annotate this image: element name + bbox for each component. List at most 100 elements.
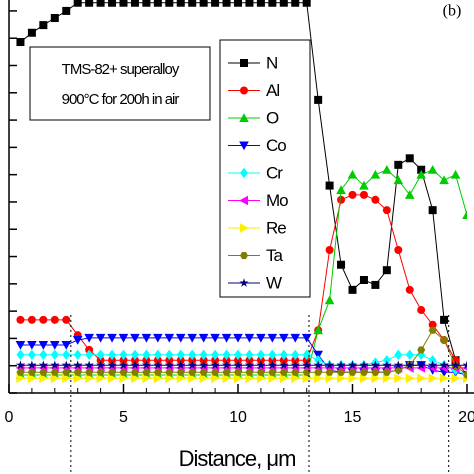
- marker: [324, 295, 335, 305]
- marker: [96, 356, 105, 365]
- marker: [279, 373, 289, 384]
- marker: [416, 360, 426, 370]
- marker: [96, 349, 105, 360]
- marker: [176, 349, 185, 360]
- marker: [359, 368, 368, 376]
- marker: [302, 356, 311, 365]
- marker: [347, 169, 358, 179]
- marker: [108, 373, 117, 384]
- marker: [72, 336, 83, 345]
- marker: [27, 373, 37, 384]
- marker: [38, 360, 48, 370]
- marker: [16, 349, 25, 360]
- marker: [130, 373, 140, 384]
- marker: [371, 368, 380, 376]
- marker: [463, 371, 467, 379]
- marker: [165, 368, 174, 376]
- marker: [130, 0, 139, 7]
- marker: [61, 360, 71, 370]
- marker: [15, 360, 26, 370]
- marker: [119, 373, 129, 384]
- marker: [359, 180, 369, 190]
- marker: [417, 346, 426, 354]
- marker: [325, 360, 335, 370]
- marker: [85, 349, 94, 360]
- marker: [405, 285, 414, 294]
- marker: [198, 333, 209, 343]
- marker: [417, 373, 426, 384]
- marker: [141, 333, 152, 343]
- marker: [279, 360, 289, 370]
- marker: [440, 336, 449, 344]
- marker: [428, 373, 438, 384]
- marker: [256, 349, 265, 360]
- marker: [348, 373, 358, 384]
- marker: [240, 223, 249, 233]
- marker: [256, 0, 265, 7]
- legend-label: Co: [266, 136, 286, 155]
- marker: [27, 349, 36, 360]
- marker: [394, 160, 403, 169]
- marker: [450, 169, 461, 179]
- marker: [107, 333, 117, 343]
- marker: [27, 315, 36, 324]
- annotation: 900°C for 200h in air: [62, 91, 180, 108]
- marker: [439, 360, 449, 370]
- marker: [176, 373, 186, 384]
- marker: [240, 59, 248, 67]
- marker: [382, 266, 391, 275]
- marker: [405, 373, 415, 384]
- marker: [370, 360, 380, 370]
- marker: [268, 368, 277, 376]
- marker: [417, 165, 426, 174]
- marker: [73, 360, 83, 370]
- x-tick-label: 10: [229, 409, 247, 426]
- marker: [27, 28, 36, 37]
- marker: [428, 326, 437, 334]
- marker: [142, 349, 151, 360]
- marker: [38, 340, 49, 350]
- marker: [153, 360, 163, 370]
- marker: [199, 349, 208, 360]
- marker: [50, 340, 60, 350]
- marker: [176, 356, 185, 365]
- marker: [244, 360, 255, 370]
- marker: [142, 373, 152, 384]
- marker: [382, 360, 392, 370]
- marker: [234, 0, 242, 7]
- marker: [96, 360, 106, 370]
- marker: [462, 210, 467, 220]
- marker: [337, 195, 346, 204]
- marker: [153, 373, 163, 384]
- marker: [119, 349, 128, 360]
- marker: [130, 368, 139, 376]
- marker: [234, 356, 242, 365]
- marker: [428, 206, 437, 215]
- marker: [268, 0, 277, 7]
- marker: [416, 169, 426, 179]
- annotation: TMS-82+ superalloy: [62, 61, 180, 78]
- marker: [211, 368, 220, 376]
- marker: [239, 195, 248, 206]
- marker: [73, 349, 82, 360]
- marker: [279, 0, 288, 7]
- marker: [291, 356, 300, 365]
- marker: [405, 154, 414, 163]
- marker: [279, 349, 288, 360]
- legend-label: Ta: [266, 246, 284, 265]
- marker: [15, 340, 26, 350]
- marker: [222, 373, 232, 384]
- marker: [405, 360, 415, 370]
- marker: [165, 373, 175, 384]
- marker: [142, 0, 151, 7]
- marker: [382, 164, 392, 174]
- marker: [176, 368, 185, 376]
- marker: [153, 368, 162, 376]
- marker: [62, 368, 71, 376]
- marker: [61, 340, 72, 350]
- marker: [245, 373, 255, 384]
- marker: [450, 360, 461, 370]
- marker: [393, 175, 404, 185]
- marker: [240, 167, 248, 179]
